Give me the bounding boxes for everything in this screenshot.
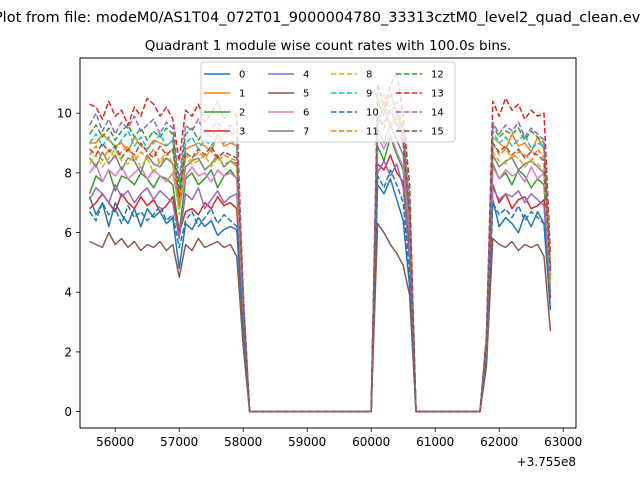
legend-label-5: 5 <box>303 89 309 100</box>
legend-label-4: 4 <box>303 70 309 81</box>
legend-label-14: 14 <box>431 108 444 119</box>
series-layer <box>88 70 552 413</box>
legend-label-8: 8 <box>366 70 372 81</box>
plot-frame <box>79 57 577 429</box>
y-tick-label: 2 <box>64 345 72 359</box>
legend-label-3: 3 <box>239 127 245 138</box>
x-tick-label: 61000 <box>416 435 454 449</box>
y-tick-label: 8 <box>64 166 72 180</box>
y-tick-label: 4 <box>64 286 72 300</box>
legend-label-12: 12 <box>431 70 444 81</box>
y-tick-label: 10 <box>57 107 72 121</box>
legend-frame <box>200 61 456 143</box>
legend-label-1: 1 <box>239 89 245 100</box>
x-tick-label: 58000 <box>224 435 262 449</box>
x-tick-label: 62000 <box>480 435 518 449</box>
series-line-14 <box>88 91 552 413</box>
legend-label-10: 10 <box>366 108 379 119</box>
y-tick-label: 6 <box>64 226 72 240</box>
legend-label-15: 15 <box>431 127 444 138</box>
series-line-15 <box>89 109 552 413</box>
x-tick-label: 60000 <box>352 435 390 449</box>
y-tick-label: 0 <box>64 405 72 419</box>
chart-title: Quadrant 1 module wise count rates with … <box>145 38 511 54</box>
x-tick-label: 63000 <box>544 435 582 449</box>
legend-label-11: 11 <box>366 127 379 138</box>
x-offset-text: +3.755e8 <box>517 455 576 469</box>
x-tick-label: 57000 <box>160 435 198 449</box>
figure-suptitle: Plot from file: modeM0/AS1T04_072T01_900… <box>0 10 640 26</box>
legend-label-6: 6 <box>303 108 309 119</box>
x-tick-label: 59000 <box>288 435 326 449</box>
legend-label-7: 7 <box>303 127 309 138</box>
legend-label-0: 0 <box>239 70 245 81</box>
axis-ticks: 56000 57000 58000 59000 60000 61000 62000 63000… <box>57 107 583 449</box>
legend-label-13: 13 <box>431 89 444 100</box>
x-tick-label: 56000 <box>96 435 134 449</box>
legend-label-9: 9 <box>366 89 372 100</box>
legend-label-2: 2 <box>239 108 245 119</box>
